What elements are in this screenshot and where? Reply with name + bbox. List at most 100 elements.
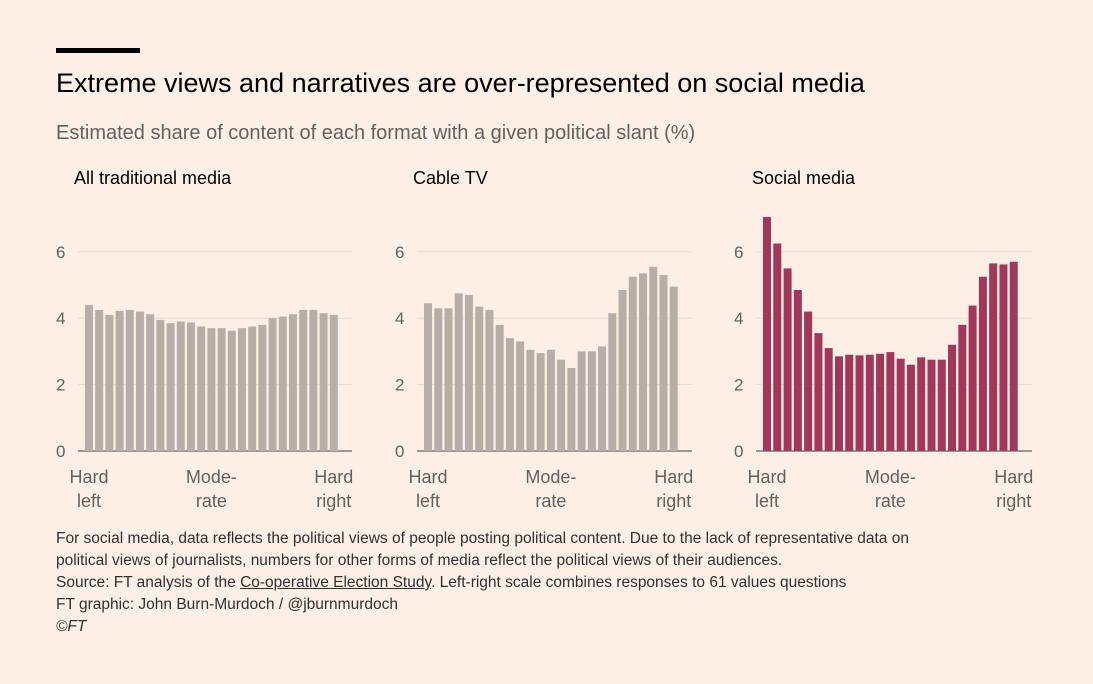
bar xyxy=(146,314,155,451)
bar xyxy=(444,308,453,451)
bar xyxy=(927,359,936,451)
x-tick-label: Mode- xyxy=(865,467,916,487)
footnote-line-1: For social media, data reflects the poli… xyxy=(56,530,909,547)
x-tick-label: right xyxy=(316,491,351,511)
bar xyxy=(773,243,782,451)
y-tick-label: 0 xyxy=(395,442,404,461)
bar xyxy=(608,313,617,451)
x-tick-label: right xyxy=(656,491,691,511)
panel-title: All traditional media xyxy=(74,168,232,188)
x-tick-label: rate xyxy=(535,491,566,511)
bar xyxy=(238,328,246,451)
bar xyxy=(258,324,267,451)
graphic-credit: FT graphic: John Burn-Murdoch / @jburnmu… xyxy=(56,596,398,613)
x-tick-label: left xyxy=(77,491,101,511)
bar xyxy=(475,306,484,451)
bar xyxy=(454,293,463,451)
source-link[interactable]: Co-operative Election Study xyxy=(240,574,432,591)
bar xyxy=(546,349,555,451)
bar xyxy=(156,319,165,451)
bar xyxy=(217,328,226,451)
small-multiples-chart: All traditional media 0 2 4 6 Hard left Mode-ra… xyxy=(56,168,1033,511)
bar xyxy=(557,359,566,451)
bar xyxy=(968,305,977,451)
bar xyxy=(289,314,297,451)
bar xyxy=(937,359,946,451)
x-tick-label: Hard xyxy=(69,467,108,487)
bar xyxy=(536,353,545,451)
copyright: ©FT xyxy=(56,618,87,635)
x-tick-label: Mode- xyxy=(186,467,237,487)
bar xyxy=(197,326,206,451)
y-tick-label: 2 xyxy=(395,376,404,395)
bar xyxy=(464,294,473,451)
panel-title: Social media xyxy=(752,168,856,188)
bar xyxy=(577,351,586,451)
x-tick-label: Hard xyxy=(408,467,447,487)
bar xyxy=(485,309,494,451)
bar xyxy=(136,311,144,451)
bar xyxy=(299,309,308,451)
bar xyxy=(628,276,637,451)
x-tick-label: Mode- xyxy=(525,467,576,487)
source-line: Source: FT analysis of the Co-operative … xyxy=(56,572,909,594)
bar xyxy=(495,324,504,451)
x-tick-label: left xyxy=(416,491,440,511)
chart-frame xyxy=(0,0,1040,640)
bar xyxy=(618,289,627,451)
bar xyxy=(793,289,802,451)
bar xyxy=(187,322,195,451)
x-tick-label: Hard xyxy=(654,467,693,487)
bar xyxy=(587,351,596,451)
bar xyxy=(948,344,957,451)
bar xyxy=(763,216,772,451)
y-tick-label: 6 xyxy=(734,243,743,262)
bar xyxy=(783,268,792,451)
bar xyxy=(906,364,915,451)
bar xyxy=(434,308,443,451)
bar xyxy=(526,349,535,451)
bar xyxy=(804,311,813,451)
y-tick-label: 6 xyxy=(395,243,404,262)
x-tick-label: Hard xyxy=(314,467,353,487)
bar xyxy=(125,309,134,451)
bar xyxy=(207,328,216,451)
bar xyxy=(227,330,236,451)
bar xyxy=(166,323,175,451)
bar xyxy=(669,286,678,451)
bar xyxy=(845,354,854,451)
bar xyxy=(896,358,905,451)
bar xyxy=(1009,261,1018,451)
chart-footer: For social media, data reflects the poli… xyxy=(56,528,909,638)
bar xyxy=(424,303,432,451)
x-tick-label: Hard xyxy=(994,467,1033,487)
panel-title: Cable TV xyxy=(413,168,488,188)
bar xyxy=(319,313,328,451)
bar xyxy=(978,276,987,451)
bar xyxy=(659,275,668,451)
y-tick-label: 4 xyxy=(734,309,743,328)
source-prefix: Source: FT analysis of the xyxy=(56,574,241,591)
y-tick-label: 0 xyxy=(56,442,65,461)
y-tick-label: 4 xyxy=(395,309,404,328)
bar xyxy=(649,266,658,451)
bar xyxy=(999,264,1008,451)
x-tick-label: right xyxy=(996,491,1031,511)
y-tick-label: 2 xyxy=(734,376,743,395)
header-rule xyxy=(56,48,140,53)
bar xyxy=(248,326,257,451)
bar xyxy=(834,356,843,451)
bar xyxy=(824,348,833,451)
bar xyxy=(567,368,576,451)
bar xyxy=(917,357,926,451)
y-tick-label: 2 xyxy=(56,376,65,395)
x-tick-label: rate xyxy=(875,491,906,511)
bar xyxy=(598,346,607,451)
bar xyxy=(505,338,514,451)
bar xyxy=(105,314,114,451)
bar xyxy=(309,309,318,451)
bar xyxy=(886,352,895,451)
bar xyxy=(876,353,885,451)
bar xyxy=(329,314,338,451)
bar xyxy=(85,304,93,451)
